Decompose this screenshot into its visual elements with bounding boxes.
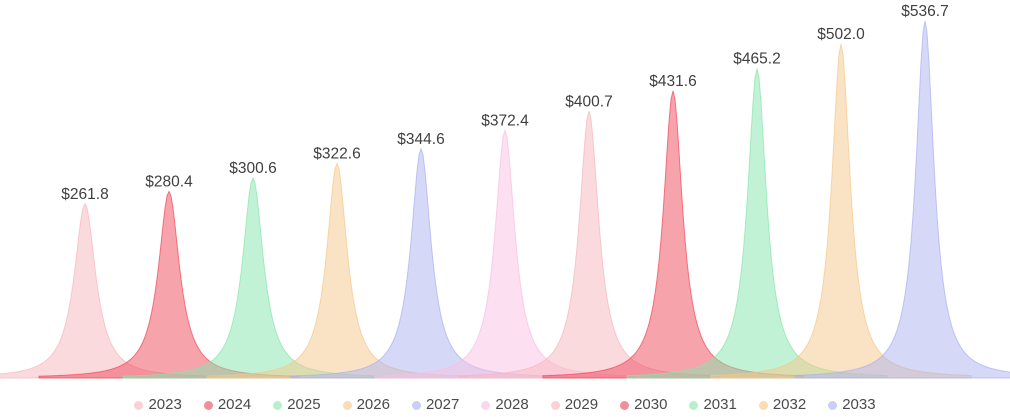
legend-label-2023: 2023 [148,396,182,413]
legend-item-2032[interactable]: 2032 [758,396,807,414]
value-label-2033: $536.7 [901,3,948,20]
legend-item-2033[interactable]: 2033 [828,396,876,414]
legend-item-2025[interactable]: 2025 [273,396,321,414]
legend-label-2030: 2030 [634,396,668,413]
value-label-2023: $261.8 [61,186,108,203]
legend-item-2023[interactable]: 2023 [134,396,182,414]
legend-label-2026: 2026 [356,396,390,413]
legend-item-2030[interactable]: 2030 [620,396,667,414]
value-label-2026: $322.6 [313,145,360,162]
value-label-2032: $502.0 [817,26,865,43]
legend-swatch-2029 [550,400,560,410]
legend-label-2028: 2028 [495,396,529,413]
legend-swatch-2025 [273,400,283,410]
value-label-2028: $372.4 [481,112,529,129]
area-series-2033[interactable] [794,20,1010,379]
legend-label-2024: 2024 [217,396,252,413]
value-label-2030: $431.6 [649,73,696,90]
legend-swatch-2024 [203,400,213,410]
legend-swatch-2031 [689,400,699,410]
legend-item-2027[interactable]: 2027 [411,396,460,414]
legend-item-2031[interactable]: 2031 [689,396,737,414]
value-label-2027: $344.6 [397,131,444,148]
legend-swatch-2026 [342,400,352,410]
legend-item-2026[interactable]: 2026 [342,396,390,414]
legend-label-2032: 2032 [772,396,807,413]
legend-label-2029: 2029 [564,396,599,413]
value-label-2031: $465.2 [733,51,780,68]
legend-swatch-2027 [411,400,421,410]
legend-label-2033: 2033 [842,396,876,413]
legend-swatch-2032 [758,400,768,410]
chart-legend: 2023 2024 2025 2026 2027 2028 2029 2030 2031 2032… [0,396,1010,414]
value-label-2024: $280.4 [145,174,193,191]
legend-swatch-2030 [620,400,630,410]
legend-swatch-2023 [134,400,144,410]
legend-item-2028[interactable]: 2028 [481,396,529,414]
value-label-2029: $400.7 [565,94,612,111]
legend-swatch-2033 [828,400,838,410]
legend-label-2025: 2025 [287,396,321,413]
legend-label-2031: 2031 [703,396,737,413]
legend-swatch-2028 [481,400,491,410]
value-label-2025: $300.6 [229,160,276,177]
legend-label-2027: 2027 [425,396,460,413]
peak-area-chart: $261.8 $280.4 $300.6 $322.6 $344.6 $372.4 $400… [0,3,1010,379]
legend-item-2024[interactable]: 2024 [203,396,252,414]
legend-item-2029[interactable]: 2029 [550,396,599,414]
